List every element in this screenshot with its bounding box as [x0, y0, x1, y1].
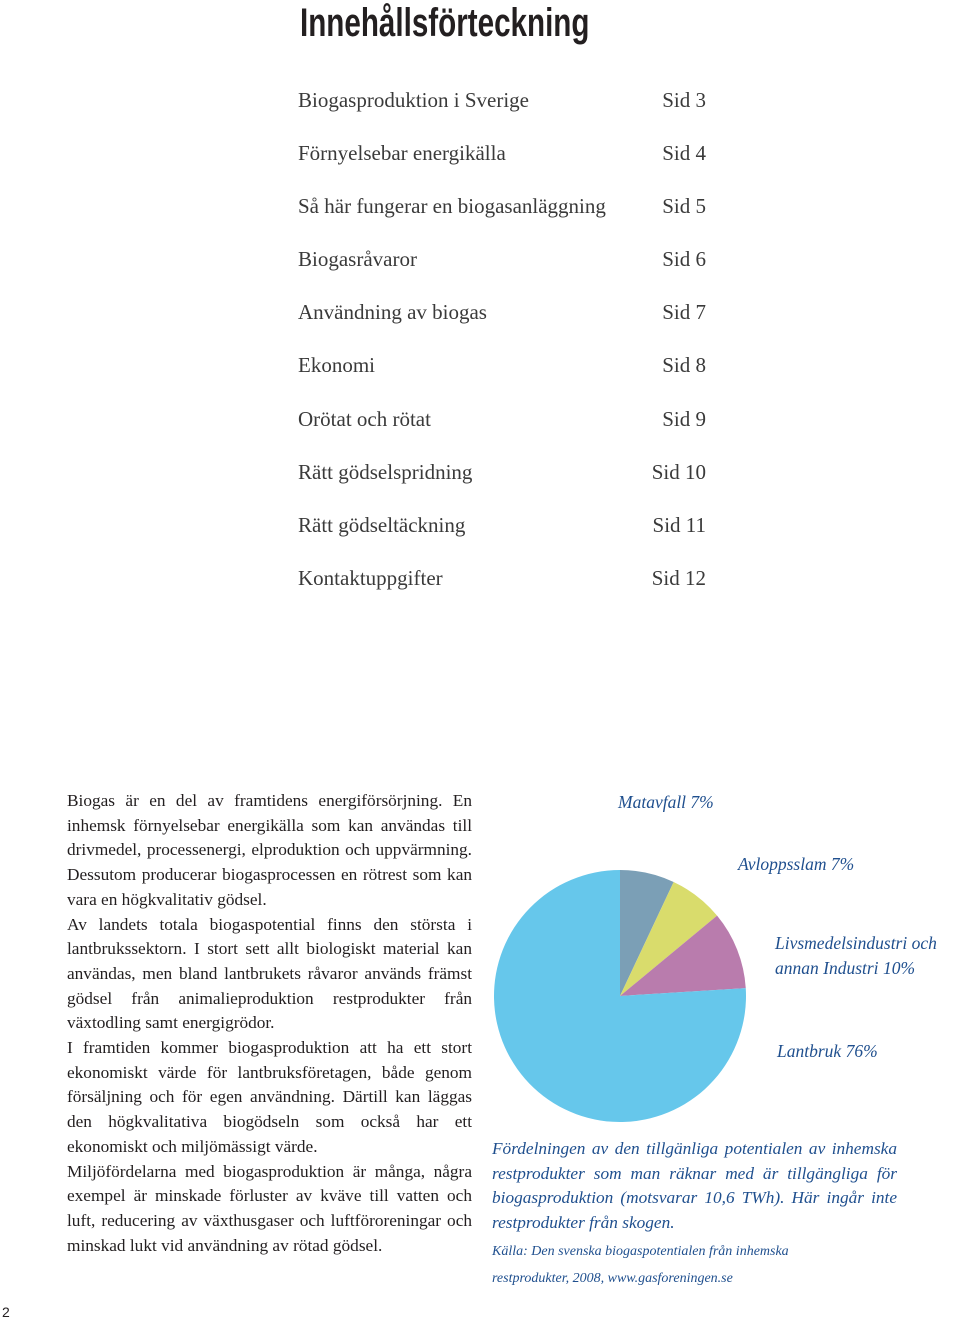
pie-value-label: 76% — [845, 1041, 878, 1061]
toc-row: Biogasråvaror Sid 6 — [298, 245, 706, 298]
pie-category: Avloppsslam — [738, 854, 827, 874]
toc-page: Sid 6 — [662, 247, 706, 272]
toc-row: Orötat och rötat Sid 9 — [298, 405, 706, 458]
page-title: Innehållsförteckning — [300, 1, 590, 45]
pie-value-label: 7% — [830, 854, 855, 874]
toc-page: Sid 7 — [662, 300, 706, 325]
pie-category: Matavfall — [618, 792, 687, 812]
toc-label: Rätt gödselspridning — [298, 459, 473, 484]
pie-slice — [620, 870, 674, 996]
pie-value-label: 7% — [690, 792, 714, 812]
toc-page: Sid 9 — [662, 406, 706, 431]
pie-label: Livsmedelsindustri och annan Industri 10… — [775, 931, 960, 980]
toc-row: Så här fungerar en biogasanläggning Sid 5 — [298, 192, 706, 245]
toc-row: Rätt gödselspridning Sid 10 — [298, 458, 706, 511]
toc-row: Rätt gödseltäckning Sid 11 — [298, 511, 706, 564]
pie-label: Avloppsslam 7% — [738, 852, 938, 877]
pie-slice — [620, 915, 746, 996]
page-number: 2 — [2, 1304, 10, 1320]
toc-row: Användning av biogas Sid 7 — [298, 298, 706, 351]
pie-category: Lantbruk — [777, 1041, 842, 1061]
toc-label: Orötat och rötat — [298, 406, 431, 431]
pie-label: Lantbruk 76% — [777, 1039, 957, 1064]
toc-page: Sid 10 — [651, 459, 706, 484]
toc-label: Så här fungerar en biogasanläggning — [298, 194, 606, 219]
toc-row: Förnyelsebar energikälla Sid 4 — [298, 139, 706, 192]
toc-label: Biogasproduktion i Sverige — [298, 88, 529, 112]
chart-source: Källa: Den svenska biogaspotentialen frå… — [492, 1244, 789, 1286]
paragraph: I framtiden kommer biogasproduktion att … — [67, 1038, 472, 1156]
pie-slice — [620, 881, 718, 996]
toc-page: Sid 11 — [652, 512, 706, 537]
body-text: Biogas är en del av framtidens energiför… — [67, 789, 472, 1258]
chart-caption: Fördelningen av den tillgänliga potentia… — [492, 1139, 897, 1233]
pie-value-label: 10% — [882, 957, 916, 978]
toc-page: Sid 4 — [662, 141, 706, 166]
pie-label: Matavfall 7% — [618, 790, 818, 815]
toc-label: Förnyelsebar energikälla — [298, 141, 506, 166]
toc-page: Sid 8 — [662, 353, 706, 378]
toc-label: Biogasråvaror — [298, 247, 417, 272]
toc-page: Sid 5 — [662, 194, 706, 219]
toc-row: Kontaktuppgifter Sid 12 — [298, 564, 706, 617]
toc-label: Rätt gödseltäckning — [298, 512, 466, 537]
toc-label: Ekonomi — [298, 353, 375, 378]
table-of-contents: Biogasproduktion i Sverige Sid 3 Förnyelse… — [298, 86, 706, 617]
paragraph: Biogas är en del av framtidens energiför… — [67, 791, 472, 909]
toc-row: Ekonomi Sid 8 — [298, 351, 706, 404]
pie-slice — [493, 870, 746, 1123]
toc-label: Användning av biogas — [298, 300, 487, 325]
pie-category: Livsmedelsindustri och annan Industri — [775, 933, 937, 978]
toc-page: Sid 12 — [651, 565, 706, 590]
paragraph: Av landets totala biogaspotential finns … — [67, 914, 472, 1033]
toc-label: Kontaktuppgifter — [298, 565, 443, 590]
paragraph: Miljöfördelarna med biogasproduktion är … — [67, 1161, 472, 1255]
toc-page: Sid 3 — [662, 88, 706, 112]
toc-row: Biogasproduktion i Sverige Sid 3 — [298, 86, 706, 139]
